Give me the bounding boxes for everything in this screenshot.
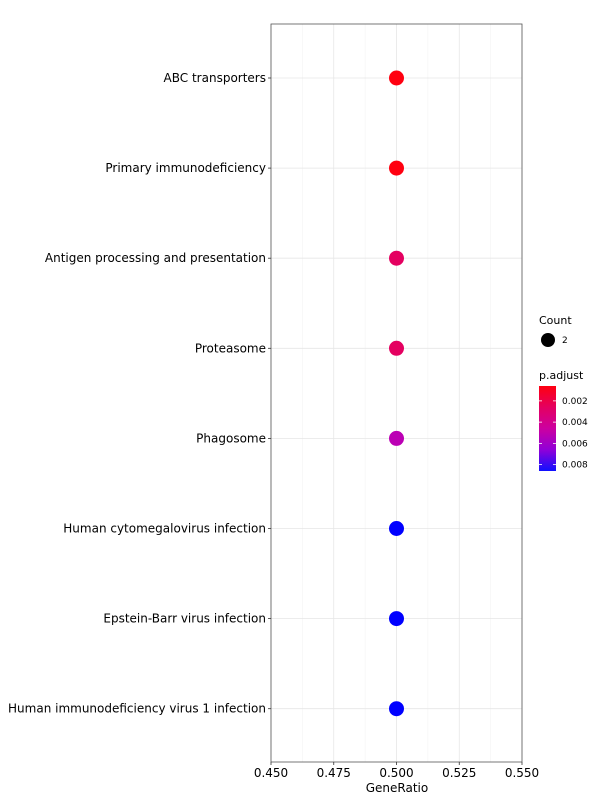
- y-tick-label: Human immunodeficiency virus 1 infection: [8, 702, 266, 716]
- x-tick-label: 0.500: [379, 766, 413, 780]
- legend-color-bar: [539, 386, 556, 471]
- legend-count-label: 2: [562, 336, 568, 346]
- y-tick-label: Epstein-Barr virus infection: [103, 612, 266, 626]
- legend-color-tick-label: 0.006: [562, 439, 588, 449]
- legend-count-dot: [541, 333, 555, 347]
- x-tick-label: 0.475: [317, 766, 351, 780]
- x-axis-tick-labels: 0.450 0.475 0.500 0.525 0.550: [254, 762, 539, 780]
- y-tick-label: Primary immunodeficiency: [105, 161, 266, 175]
- legend-color-ticks: 0.002 0.004 0.006 0.008: [539, 397, 588, 471]
- x-tick-label: 0.550: [505, 766, 539, 780]
- x-tick-label: 0.525: [442, 766, 476, 780]
- legend-color-tick-label: 0.004: [562, 418, 588, 428]
- data-point: [389, 521, 404, 536]
- y-axis-category-labels: ABC transporters Primary immunodeficiency…: [8, 71, 271, 716]
- legend-count-title: Count: [539, 314, 572, 327]
- x-tick-label: 0.450: [254, 766, 288, 780]
- data-point: [389, 250, 404, 266]
- data-point: [389, 70, 404, 86]
- data-point: [389, 430, 404, 446]
- y-tick-label: Antigen processing and presentation: [45, 251, 266, 265]
- data-point: [389, 611, 404, 627]
- legend-color-tick-label: 0.002: [562, 397, 588, 407]
- data-point: [389, 160, 404, 176]
- x-axis-title: GeneRatio: [366, 781, 428, 795]
- y-tick-label: ABC transporters: [164, 71, 266, 85]
- legend-padjust-title: p.adjust: [539, 369, 584, 382]
- legend: Count 2 p.adjust 0.002 0.004 0.006 0.008: [539, 314, 588, 471]
- data-points: [389, 70, 404, 717]
- data-point: [389, 340, 404, 356]
- data-point: [389, 701, 404, 717]
- legend-color-tick-label: 0.008: [562, 461, 588, 471]
- grid-lines: [270, 24, 523, 762]
- y-tick-label: Phagosome: [196, 431, 266, 445]
- y-tick-label: Human cytomegalovirus infection: [63, 522, 266, 536]
- y-tick-label: Proteasome: [195, 341, 266, 355]
